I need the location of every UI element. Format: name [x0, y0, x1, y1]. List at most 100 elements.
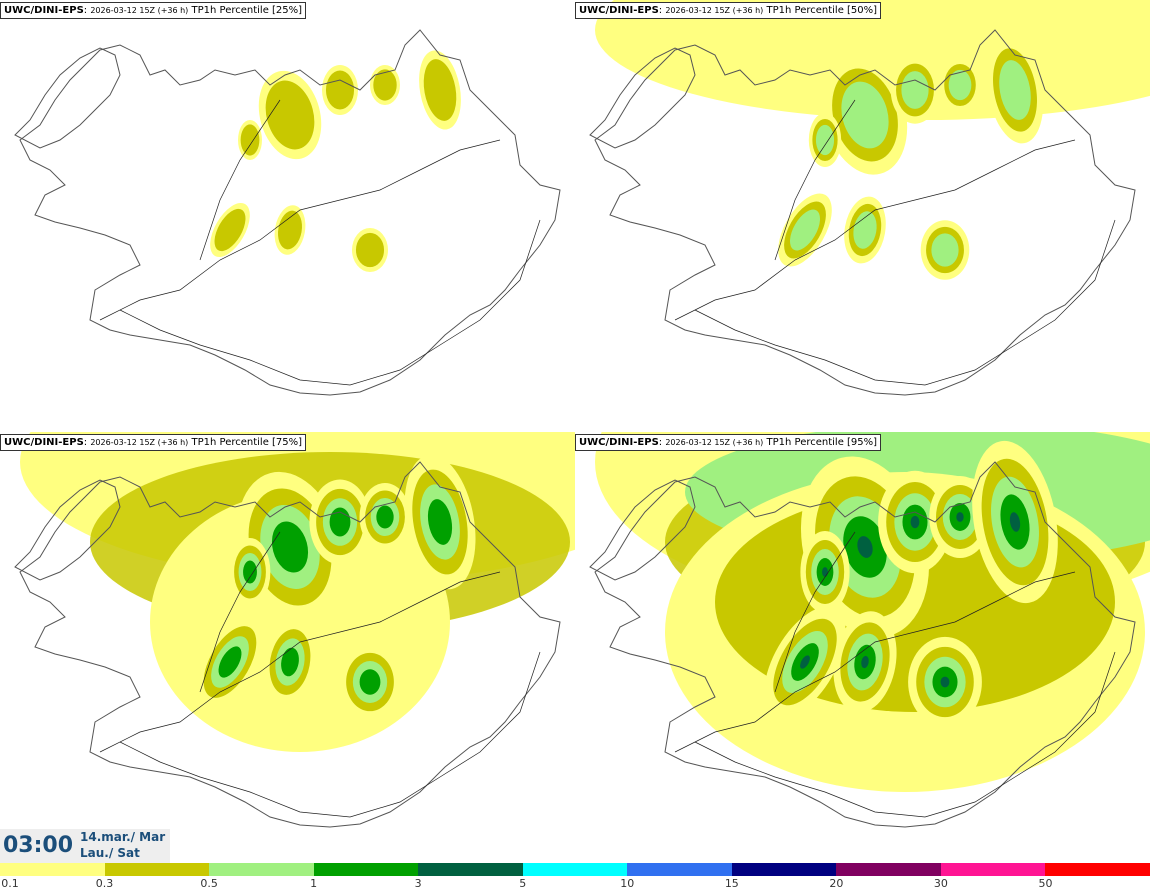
precip-cell [920, 220, 970, 280]
colorbar-tick-label: 50 [1038, 877, 1053, 890]
iceland-map [14, 432, 575, 828]
precip-cell [196, 616, 264, 708]
precip-cell [309, 479, 371, 565]
colorbar-segment [731, 863, 837, 876]
run-time: 2026-03-12 15Z (+36 h) [90, 6, 189, 15]
precip-contour [931, 233, 959, 267]
precip-cell [833, 611, 897, 713]
road [199, 531, 281, 693]
precip-contour [355, 232, 385, 268]
precip-cell [229, 538, 271, 606]
colorbar-legend: 0.1 0.3 0.5 1 3 5 10 15 20 30 50 [0, 863, 1150, 891]
iceland-map [14, 29, 561, 396]
model-name: UWC/DINI-EPS [579, 437, 659, 448]
panel-title: UWC/DINI-EPS: 2026-03-12 15Z (+36 h) TP1… [575, 434, 882, 451]
run-time: 2026-03-12 15Z (+36 h) [665, 438, 764, 447]
precip-contour [853, 211, 877, 249]
precip-contour [948, 69, 972, 101]
colorbar-segment [836, 863, 941, 876]
precip-contour [265, 80, 315, 150]
model-name: UWC/DINI-EPS [579, 5, 659, 16]
precip-contour [277, 210, 303, 250]
road [774, 531, 856, 693]
field-name: TP1h Percentile [50%] [766, 5, 878, 16]
valid-time: 03:00 [3, 833, 74, 858]
precip-cell [352, 228, 388, 272]
precip-cell [890, 56, 940, 124]
map-panel-p95: UWC/DINI-EPS: 2026-03-12 15Z (+36 h) TP1… [575, 432, 1150, 862]
colorbar-tick-label: 0.5 [200, 877, 218, 890]
map-panel-p50: UWC/DINI-EPS: 2026-03-12 15Z (+36 h) TP1… [575, 0, 1150, 430]
colorbar-tick-label: 1 [310, 877, 318, 890]
coastline [589, 47, 696, 149]
precip-cell [808, 113, 842, 167]
road [99, 139, 501, 321]
precip-cell [404, 454, 476, 590]
precip-cell [939, 58, 981, 112]
road [199, 99, 281, 261]
panel-title: UWC/DINI-EPS: 2026-03-12 15Z (+36 h) TP1… [0, 434, 307, 451]
precip-contour [271, 521, 309, 573]
colorbar-tick-label: 20 [829, 877, 844, 890]
road [99, 571, 501, 753]
precip-contour [218, 646, 242, 678]
valid-date: 14.mar./ Mar [80, 830, 166, 844]
precip-contour [243, 560, 257, 584]
colorbar-tick-label: 15 [724, 877, 739, 890]
coastline [14, 47, 121, 149]
colorbar-segment [940, 863, 1046, 876]
colorbar-segment [209, 863, 314, 876]
precip-contour [956, 512, 964, 522]
panel-title: UWC/DINI-EPS: 2026-03-12 15Z (+36 h) TP1… [575, 2, 882, 19]
precip-contour [376, 505, 394, 529]
precip-contour [373, 69, 397, 101]
colorbar-tick-label: 10 [620, 877, 635, 890]
precip-contour [423, 59, 457, 121]
iceland-map [589, 0, 1150, 396]
colorbar-segment [418, 863, 523, 876]
precip-contour [800, 655, 810, 669]
precip-contour [214, 208, 246, 252]
colorbar-segment [1045, 863, 1150, 876]
road [119, 219, 541, 386]
colorbar-tick-label: 5 [519, 877, 527, 890]
road [674, 571, 1076, 753]
iceland-map [589, 432, 1150, 828]
precip-cell [764, 606, 846, 718]
precip-cell [908, 636, 982, 728]
precip-cell [800, 531, 850, 613]
precip-cell [210, 202, 250, 258]
map-panel-p25: UWC/DINI-EPS: 2026-03-12 15Z (+36 h) TP1… [0, 0, 575, 430]
precip-contour [815, 124, 835, 156]
precip-cell [370, 65, 400, 105]
colorbar-tick-label: 3 [414, 877, 422, 890]
precip-contour [910, 515, 920, 529]
precip-contour [999, 60, 1031, 120]
precip-contour [861, 655, 869, 669]
precip-contour [427, 499, 453, 545]
model-name: UWC/DINI-EPS [4, 437, 84, 448]
precip-contour [822, 567, 828, 577]
field-name: TP1h Percentile [25%] [191, 5, 303, 16]
colorbar-segment [313, 863, 419, 876]
run-time: 2026-03-12 15Z (+36 h) [90, 438, 189, 447]
road [694, 651, 1116, 818]
precip-contour [240, 124, 260, 156]
precip-cell [359, 483, 411, 551]
precip-contour [901, 71, 929, 109]
precip-contour [857, 536, 873, 558]
colorbar-segment [627, 863, 732, 876]
colorbar-tick-label: 0.1 [1, 877, 19, 890]
run-time: 2026-03-12 15Z (+36 h) [665, 6, 764, 15]
colorbar-segment [0, 863, 105, 876]
model-name: UWC/DINI-EPS [4, 5, 84, 16]
coastline [594, 461, 1136, 828]
road [119, 651, 541, 818]
colorbar-tick-label: 0.3 [95, 877, 114, 890]
precip-cell [986, 36, 1044, 144]
precip-contour [940, 676, 950, 688]
colorbar [0, 863, 1150, 876]
precip-cell [822, 55, 908, 175]
precip-cell [258, 70, 322, 160]
